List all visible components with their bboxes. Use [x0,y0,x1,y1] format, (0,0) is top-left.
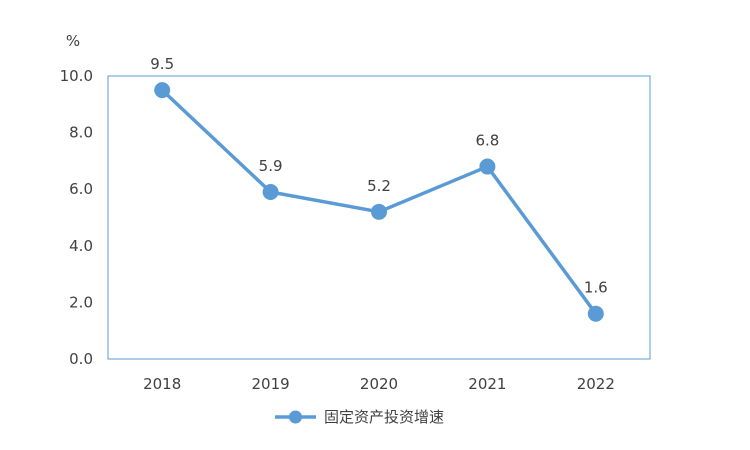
x-tick-label: 2019 [252,375,290,393]
data-value-label: 9.5 [150,55,174,73]
y-tick-label: 6.0 [69,180,93,198]
y-tick-label: 10.0 [60,67,93,85]
data-point-marker [262,184,279,201]
data-point-marker [479,158,496,175]
x-tick-label: 2021 [468,375,506,393]
data-value-label: 5.9 [259,157,283,175]
y-tick-label: 4.0 [69,237,93,255]
y-tick-label: 0.0 [69,350,93,368]
data-point-marker [371,203,387,220]
data-point-marker [154,82,171,99]
x-axis-ticks: 2018 2019 2020 2021 2022 [143,375,615,393]
series-layer: 9.5 5.9 5.2 6.8 1.6 [150,55,608,322]
series-line [160,88,598,316]
plot-area-border [107,75,651,360]
legend: 固定资产投资增速 [275,408,444,426]
y-axis-unit-label: % [66,32,80,50]
data-point-marker [587,305,604,322]
x-tick-label: 2020 [360,375,398,393]
data-value-label: 1.6 [584,279,608,297]
x-tick-label: 2022 [577,375,615,393]
data-value-label: 6.8 [475,132,499,150]
y-tick-label: 8.0 [69,124,93,142]
legend-point-marker [289,410,302,424]
y-tick-label: 2.0 [69,293,93,311]
legend-series-label: 固定资产投资增速 [324,408,444,426]
data-value-label: 5.2 [367,177,391,195]
y-axis-ticks: 0.0 2.0 4.0 6.0 8.0 10.0 [60,67,93,368]
x-tick-label: 2018 [143,375,181,393]
